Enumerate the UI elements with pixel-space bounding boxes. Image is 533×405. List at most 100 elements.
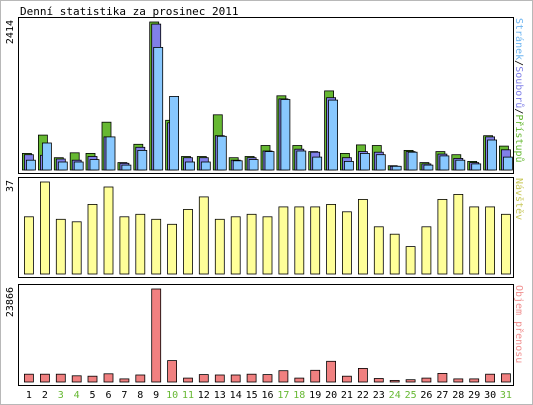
day-label: 2 [42,390,48,401]
day-label: 12 [198,390,210,401]
legend-entry: Stránek [513,18,525,60]
bar-stránek-day-31 [502,156,513,171]
bar-stránek-day-4 [73,161,84,171]
bar-stránek-day-18 [296,150,307,171]
bar-návštěv-day-14 [230,216,241,275]
legend-middle: Návštěv [513,178,525,220]
legend-top: Stránek/Souborů/Přístupů [513,18,525,163]
bar-návštěv-day-23 [373,226,384,275]
bar-stránek-day-24 [391,165,402,171]
bar-návštěv-day-10 [167,223,178,275]
bar-návštěv-day-8 [135,213,146,275]
bar-objem-přenosu-day-16 [262,374,273,383]
bar-stránek-day-5 [89,159,100,171]
day-label: 13 [214,390,226,401]
bar-návštěv-day-9 [151,218,162,275]
bar-objem-přenosu-day-22 [357,367,368,383]
bar-stránek-day-16 [264,151,275,171]
bar-objem-přenosu-day-30 [485,373,496,383]
day-label: 24 [389,390,401,401]
bar-objem-přenosu-day-9 [151,288,162,383]
bar-stránek-day-23 [375,154,386,171]
day-labels: 1 2 3 4 5 6 7 8 9 10 11 12 13 14 15 16 17 18 19 20 21 22 23 24 2… [26,390,512,401]
day-label: 23 [373,390,385,401]
bar-návštěv-day-5 [87,203,98,275]
chart-title: Denní statistika za prosinec 2011 [20,5,239,18]
y-max-label: 2414 [5,20,16,44]
day-label: 20 [325,390,337,401]
day-label: 6 [105,390,111,401]
bar-návštěv-day-20 [326,203,337,275]
bar-objem-přenosu-day-8 [135,374,146,383]
bar-návštěv-day-18 [294,206,305,275]
bar-stránek-day-17 [280,99,291,171]
bar-návštěv-day-17 [278,206,289,275]
day-label: 17 [277,390,289,401]
bar-stránek-day-22 [359,152,370,171]
bar-stránek-day-30 [487,139,498,171]
legend-entry: Návštěv [513,178,525,220]
day-label: 15 [246,390,258,401]
bar-objem-přenosu-day-7 [119,378,130,383]
bar-stránek-day-3 [57,161,68,171]
bar-stránek-day-6 [105,136,116,171]
bar-návštěv-day-22 [357,198,368,275]
bar-stránek-day-26 [423,164,434,171]
bar-návštěv-day-26 [421,226,432,275]
legend-entry: Přístupů [513,114,525,162]
bar-návštěv-day-1 [23,216,34,275]
bar-návštěv-day-7 [119,216,130,275]
bar-stránek-day-29 [471,163,482,171]
legend-entry: / [513,108,524,114]
day-label: 16 [261,390,273,401]
bar-objem-přenosu-day-6 [103,373,114,383]
day-label: 9 [153,390,159,401]
bar-objem-přenosu-day-24 [389,379,400,383]
bar-návštěv-day-25 [405,246,416,275]
bar-návštěv-day-2 [40,181,50,275]
day-label: 5 [89,390,95,401]
bar-objem-přenosu-day-5 [87,375,98,383]
day-label: 7 [121,390,127,401]
bar-objem-přenosu-day-23 [373,378,384,383]
bar-stránek-day-21 [343,160,354,171]
bar-objem-přenosu-day-15 [246,373,257,383]
bar-stránek-day-27 [439,155,450,171]
panel-frame [18,284,514,386]
bar-objem-přenosu-day-31 [500,373,511,383]
bar-objem-přenosu-day-27 [437,372,448,383]
bar-návštěv-day-3 [55,218,66,275]
bar-stránek-day-28 [455,159,466,171]
bar-návštěv-day-6 [103,186,114,275]
bar-návštěv-day-12 [198,196,209,275]
day-label: 3 [58,390,64,401]
bar-stránek-day-13 [216,135,227,171]
day-label: 30 [484,390,496,401]
day-label: 28 [452,390,464,401]
day-label: 22 [357,390,369,401]
day-label: 19 [309,390,321,401]
bar-stránek-day-8 [137,149,148,171]
bar-stránek-day-1 [25,159,36,171]
panel-bottom: 23866 Objem přenosu [5,284,525,386]
bar-návštěv-day-16 [262,216,273,275]
day-label: 10 [166,390,178,401]
day-label: 25 [405,390,417,401]
bar-návštěv-day-11 [183,208,193,275]
bar-objem-přenosu-day-10 [167,360,178,383]
panel-top: 2414 Stránek/Souborů/Přístupů [5,17,525,174]
bar-stránek-day-7 [121,164,132,171]
bar-objem-přenosu-day-21 [341,375,352,383]
day-label: 1 [26,390,32,401]
day-label: 8 [137,390,143,401]
bar-návštěv-day-30 [485,206,496,275]
bar-návštěv-day-21 [341,211,352,275]
bar-návštěv-day-19 [310,206,321,275]
bar-objem-přenosu-day-18 [294,377,305,383]
bar-návštěv-day-28 [453,193,464,275]
y-max-label: 23866 [5,287,16,317]
y-max-label: 37 [5,180,16,192]
bar-objem-přenosu-day-20 [326,360,337,383]
